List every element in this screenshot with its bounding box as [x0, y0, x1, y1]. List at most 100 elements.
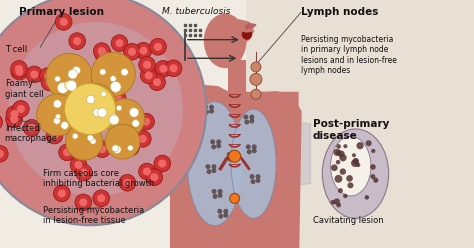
Circle shape — [101, 91, 106, 97]
Circle shape — [251, 89, 261, 99]
Circle shape — [54, 117, 60, 124]
Circle shape — [211, 164, 217, 169]
Circle shape — [95, 47, 112, 63]
Circle shape — [131, 113, 139, 121]
Circle shape — [80, 169, 88, 177]
Circle shape — [93, 43, 110, 60]
Circle shape — [115, 120, 132, 137]
Circle shape — [336, 150, 341, 155]
Circle shape — [66, 123, 103, 160]
Circle shape — [112, 145, 119, 152]
Circle shape — [330, 200, 335, 205]
Circle shape — [336, 160, 340, 164]
Circle shape — [233, 156, 238, 161]
Circle shape — [78, 91, 86, 99]
Circle shape — [154, 43, 162, 51]
Circle shape — [39, 68, 56, 84]
Circle shape — [15, 68, 24, 76]
Circle shape — [44, 72, 52, 80]
Circle shape — [46, 53, 92, 100]
Circle shape — [255, 174, 261, 179]
Circle shape — [203, 105, 208, 110]
Circle shape — [57, 82, 68, 93]
Circle shape — [46, 78, 54, 87]
Circle shape — [139, 47, 147, 55]
Circle shape — [150, 173, 158, 181]
Circle shape — [55, 14, 72, 30]
Circle shape — [138, 163, 155, 180]
Circle shape — [343, 144, 347, 148]
Circle shape — [93, 108, 101, 117]
Circle shape — [73, 133, 78, 139]
Circle shape — [0, 0, 206, 225]
Circle shape — [17, 105, 25, 113]
Circle shape — [74, 161, 82, 169]
Text: Foamy
giant cell: Foamy giant cell — [5, 79, 44, 99]
Circle shape — [165, 60, 182, 77]
Circle shape — [46, 127, 63, 144]
Text: T cell: T cell — [5, 45, 27, 54]
Circle shape — [0, 145, 8, 162]
Text: Cavitating lesion: Cavitating lesion — [313, 216, 383, 225]
Polygon shape — [235, 20, 254, 42]
Circle shape — [70, 156, 87, 173]
Circle shape — [338, 188, 343, 193]
Circle shape — [109, 90, 126, 107]
Circle shape — [59, 144, 75, 161]
Circle shape — [60, 18, 68, 26]
Circle shape — [27, 124, 36, 132]
Circle shape — [124, 43, 140, 60]
Circle shape — [114, 94, 122, 102]
Text: Infected
macrophage: Infected macrophage — [5, 124, 58, 143]
Text: Primary lesion: Primary lesion — [19, 7, 104, 17]
Circle shape — [249, 115, 255, 120]
Circle shape — [252, 144, 257, 149]
Circle shape — [353, 158, 359, 164]
Circle shape — [213, 194, 218, 199]
Circle shape — [94, 141, 110, 157]
Circle shape — [10, 115, 18, 123]
Circle shape — [0, 114, 2, 130]
Circle shape — [145, 71, 153, 80]
Circle shape — [339, 168, 346, 175]
Circle shape — [69, 33, 86, 50]
Circle shape — [365, 140, 372, 146]
Circle shape — [150, 38, 166, 55]
Circle shape — [335, 175, 342, 183]
Circle shape — [140, 67, 157, 84]
Circle shape — [249, 174, 255, 179]
Circle shape — [149, 74, 165, 91]
Circle shape — [218, 193, 223, 198]
Circle shape — [58, 189, 66, 197]
Circle shape — [64, 81, 72, 89]
Circle shape — [75, 129, 83, 137]
Circle shape — [371, 149, 375, 153]
Circle shape — [228, 150, 241, 162]
Circle shape — [339, 154, 346, 161]
Circle shape — [132, 120, 139, 127]
Circle shape — [246, 144, 251, 149]
Circle shape — [36, 94, 78, 136]
Text: Post-primary
disease: Post-primary disease — [313, 119, 389, 141]
Circle shape — [72, 66, 81, 75]
Circle shape — [210, 139, 215, 144]
Ellipse shape — [242, 29, 252, 40]
Circle shape — [98, 145, 106, 153]
Circle shape — [338, 151, 345, 157]
Circle shape — [139, 57, 155, 73]
Circle shape — [356, 142, 364, 149]
Ellipse shape — [322, 129, 389, 218]
Circle shape — [111, 35, 128, 52]
Circle shape — [61, 122, 68, 129]
Circle shape — [90, 138, 96, 144]
Circle shape — [356, 163, 360, 167]
Ellipse shape — [231, 109, 276, 218]
Circle shape — [334, 198, 340, 205]
Circle shape — [159, 65, 167, 73]
Circle shape — [73, 37, 81, 45]
FancyBboxPatch shape — [228, 60, 246, 94]
Circle shape — [170, 64, 178, 72]
Circle shape — [365, 195, 369, 200]
Circle shape — [217, 209, 222, 214]
Circle shape — [54, 185, 70, 202]
